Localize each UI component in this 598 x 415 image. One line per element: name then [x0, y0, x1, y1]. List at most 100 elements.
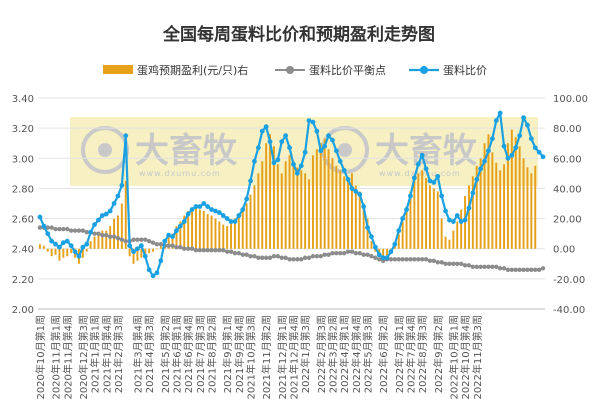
egg-feed-ratio-point [181, 219, 187, 224]
x-tick-label: 2021年11月第2周 [260, 315, 273, 400]
egg-feed-ratio-point [450, 219, 456, 224]
egg-feed-ratio-point [372, 244, 378, 250]
balance-point-point [107, 234, 113, 239]
egg-feed-ratio-point [501, 143, 507, 149]
balance-point-point [68, 228, 74, 233]
profit-bar [358, 191, 361, 249]
watermark-brand: 大畜牧 [135, 131, 238, 171]
x-tick-label: 2022年10月第1周 [447, 315, 460, 400]
profit-bar [300, 170, 303, 249]
balance-point-point [443, 261, 448, 266]
profit-bar [292, 161, 295, 249]
profit-bar [327, 149, 330, 249]
balance-point-point [275, 254, 281, 259]
egg-feed-ratio-point [111, 201, 117, 206]
y-right-tick-label: 60.00 [553, 154, 582, 165]
profit-bar [93, 236, 96, 249]
watermark-url: www.dxumu.com [139, 169, 221, 178]
egg-feed-ratio-point [369, 234, 374, 240]
balance-point-point [49, 225, 54, 230]
egg-feed-ratio-point [404, 207, 409, 212]
balance-point-point [80, 228, 86, 233]
balance-point-point [287, 257, 292, 262]
egg-feed-ratio-point [365, 225, 370, 231]
profit-bar [136, 248, 139, 261]
y-left-tick-label: 2.80 [12, 184, 34, 195]
egg-feed-ratio-point [302, 149, 308, 155]
egg-feed-ratio-point [177, 223, 183, 229]
balance-point-point [388, 257, 394, 262]
egg-feed-ratio-point [521, 115, 526, 120]
balance-point-point [299, 257, 304, 262]
profit-bar [66, 248, 69, 257]
profit-bar [81, 248, 84, 258]
balance-point-point [310, 254, 316, 259]
x-tick-label: 2021年2月第3周 [112, 315, 125, 393]
egg-feed-ratio-point [45, 231, 51, 237]
profit-bar [440, 218, 443, 249]
y-left-tick-label: 2.00 [12, 305, 34, 316]
balance-point-point [338, 251, 343, 256]
egg-feed-ratio-point [127, 243, 133, 249]
balance-point-point [209, 248, 214, 253]
egg-feed-ratio-point [197, 204, 203, 209]
egg-feed-ratio-point [162, 238, 168, 244]
egg-feed-ratio-point [427, 178, 433, 184]
profit-bar [475, 165, 478, 249]
profit-bar [269, 134, 272, 249]
balance-point-point [76, 228, 82, 233]
profit-bar [148, 248, 151, 254]
egg-feed-ratio-point [131, 249, 136, 255]
profit-bar [506, 143, 509, 249]
watermark-dot [98, 143, 112, 157]
profit-bar [159, 245, 162, 249]
egg-feed-ratio-point [478, 166, 484, 172]
balance-point-point [37, 225, 43, 230]
profit-bar [194, 206, 197, 249]
profit-bar [280, 173, 283, 249]
balance-point-point [396, 257, 401, 262]
balance-point-point [322, 252, 327, 257]
egg-feed-ratio-point [213, 208, 218, 214]
balance-point-point [435, 260, 440, 265]
profit-bar [308, 179, 311, 249]
balance-point-point [404, 257, 409, 262]
egg-feed-ratio-point [201, 201, 207, 206]
profit-bar [210, 215, 213, 249]
x-tick-label: 2022年4月第1周 [338, 315, 351, 393]
egg-feed-ratio-point [158, 258, 164, 264]
balance-point-point [349, 249, 355, 254]
egg-feed-ratio-point [150, 273, 156, 279]
egg-feed-ratio-point [224, 216, 230, 221]
egg-feed-ratio-point [361, 204, 367, 209]
egg-feed-ratio-point [306, 118, 312, 124]
balance-point-point [291, 257, 296, 262]
profit-bar [335, 165, 338, 249]
balance-point-point [330, 251, 335, 256]
y-left-tick-label: 2.20 [12, 275, 34, 286]
egg-feed-ratio-point [99, 213, 105, 218]
balance-point-point [302, 255, 308, 260]
x-tick-label: 2021年12月第1周 [276, 315, 289, 400]
y-right-tick-label: 100.00 [553, 94, 588, 105]
profit-bar [347, 180, 350, 249]
legend-marker [286, 66, 294, 74]
egg-feed-ratio-point [291, 161, 296, 167]
profit-bar [319, 143, 322, 249]
x-tick-label: 2021年12月第4周 [287, 315, 300, 400]
egg-feed-ratio-point [333, 148, 339, 154]
balance-point-point [104, 232, 109, 238]
watermark-dot [338, 143, 352, 157]
egg-feed-ratio-point [287, 145, 292, 151]
egg-feed-ratio-point [84, 241, 90, 247]
egg-feed-ratio-point [462, 217, 468, 223]
x-tick-label: 2020年11月第4周 [61, 315, 74, 400]
balance-point-point [158, 241, 164, 247]
balance-point-point [431, 258, 437, 263]
profit-bar [116, 215, 119, 249]
x-tick-label: 2021年8月第2周 [206, 315, 219, 393]
egg-feed-ratio-point [419, 152, 425, 158]
egg-feed-ratio-point [72, 249, 78, 255]
balance-point-point [353, 251, 359, 256]
balance-point-point [470, 264, 476, 269]
